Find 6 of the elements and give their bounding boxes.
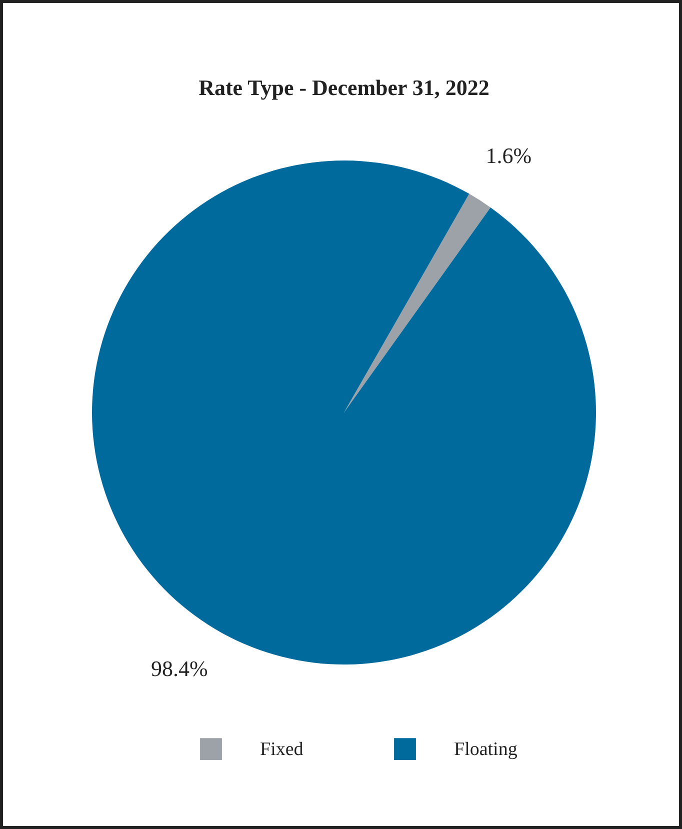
data-label: 1.6% [486, 142, 532, 168]
data-label: 98.4% [150, 656, 208, 682]
legend-label: Fixed [260, 739, 304, 760]
pie-slice [344, 194, 491, 412]
legend-label: Floating [454, 739, 518, 760]
chart-title: Rate Type - December 31, 2022 [198, 75, 490, 100]
